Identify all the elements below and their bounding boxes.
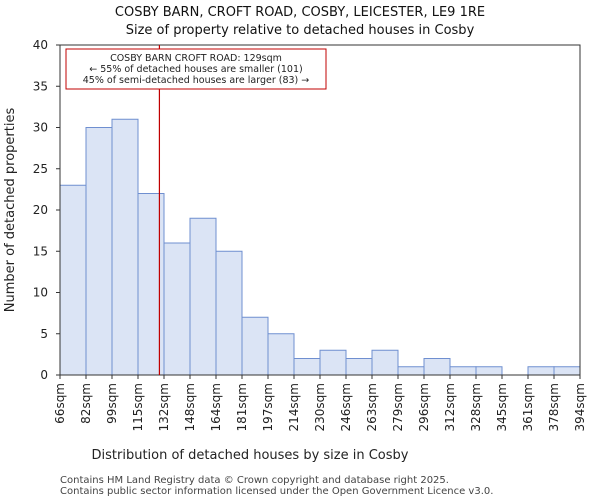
x-tick-label: 246sqm bbox=[339, 383, 353, 431]
histogram-bar bbox=[423, 358, 451, 376]
x-tick-label: 214sqm bbox=[287, 383, 301, 431]
histogram-bar bbox=[345, 358, 373, 376]
y-tick-label: 20 bbox=[33, 203, 48, 217]
histogram-bar bbox=[111, 118, 139, 376]
annotation-line-1: COSBY BARN CROFT ROAD: 129sqm bbox=[110, 53, 282, 64]
x-tick-label: 263sqm bbox=[365, 383, 379, 431]
y-tick-label: 5 bbox=[40, 327, 48, 341]
x-tick-label: 197sqm bbox=[261, 383, 275, 431]
annotation-frame bbox=[65, 48, 327, 90]
histogram-bar bbox=[319, 349, 347, 376]
x-tick-label: 378sqm bbox=[547, 383, 561, 431]
x-tick-label: 345sqm bbox=[495, 383, 509, 431]
y-tick-label: 0 bbox=[40, 368, 48, 382]
histogram-bar bbox=[553, 366, 581, 376]
y-tick-label: 30 bbox=[33, 121, 48, 135]
x-tick-label: 328sqm bbox=[469, 383, 483, 431]
histogram-bar bbox=[241, 316, 269, 376]
histogram-bar bbox=[59, 184, 87, 376]
y-tick-label: 25 bbox=[33, 162, 48, 176]
histogram-bar bbox=[189, 217, 217, 376]
x-tick-label: 66sqm bbox=[53, 383, 67, 424]
x-tick-label: 115sqm bbox=[131, 383, 145, 431]
x-tick-label: 394sqm bbox=[573, 383, 587, 431]
x-tick-label: 279sqm bbox=[391, 383, 405, 431]
x-tick-label: 230sqm bbox=[313, 383, 327, 431]
y-tick-label: 35 bbox=[33, 79, 48, 93]
y-axis-ticks: 0 5 10 15 20 25 30 35 40 bbox=[33, 38, 60, 382]
annotation-line-3: 45% of semi-detached houses are larger (… bbox=[83, 75, 310, 86]
x-tick-label: 148sqm bbox=[183, 383, 197, 431]
chart-subtitle: Size of property relative to detached ho… bbox=[126, 23, 475, 38]
annotation-line-2: ← 55% of detached houses are smaller (10… bbox=[89, 64, 302, 75]
histogram-bar bbox=[293, 358, 321, 376]
x-tick-label: 312sqm bbox=[443, 383, 457, 431]
x-tick-label: 296sqm bbox=[417, 383, 431, 431]
chart-title: COSBY BARN, CROFT ROAD, COSBY, LEICESTER… bbox=[115, 5, 485, 20]
annotation-box: COSBY BARN CROFT ROAD: 129sqm ← 55% of d… bbox=[65, 48, 327, 90]
histogram-bar bbox=[397, 366, 425, 376]
histogram-bar bbox=[371, 349, 399, 376]
histogram-bar bbox=[163, 242, 191, 376]
histogram-bar bbox=[449, 366, 477, 376]
footer-line-1: Contains HM Land Registry data © Crown c… bbox=[60, 475, 449, 486]
x-tick-label: 164sqm bbox=[209, 383, 223, 431]
x-tick-label: 99sqm bbox=[105, 383, 119, 424]
x-axis-ticks: 66sqm 82sqm 99sqm 115sqm 132sqm 148sqm 164sqm 1… bbox=[53, 375, 587, 431]
plot-frame bbox=[59, 44, 581, 376]
histogram-bar bbox=[215, 250, 243, 376]
bars-group bbox=[59, 118, 581, 376]
x-axis-label: Distribution of detached houses by size … bbox=[92, 448, 409, 463]
footer-line-2: Contains public sector information licen… bbox=[60, 486, 493, 497]
x-tick-label: 361sqm bbox=[521, 383, 535, 431]
y-tick-label: 15 bbox=[33, 244, 48, 258]
y-axis-label: Number of detached properties bbox=[3, 108, 18, 313]
histogram-bar bbox=[85, 127, 113, 376]
x-tick-label: 82sqm bbox=[79, 383, 93, 424]
histogram-bar bbox=[267, 333, 295, 376]
histogram-bar bbox=[527, 366, 555, 376]
histogram-bar bbox=[137, 193, 165, 376]
y-tick-label: 10 bbox=[33, 286, 48, 300]
y-tick-label: 40 bbox=[33, 38, 48, 52]
x-tick-label: 132sqm bbox=[157, 383, 171, 431]
histogram-bar bbox=[475, 366, 503, 376]
x-tick-label: 181sqm bbox=[235, 383, 249, 431]
